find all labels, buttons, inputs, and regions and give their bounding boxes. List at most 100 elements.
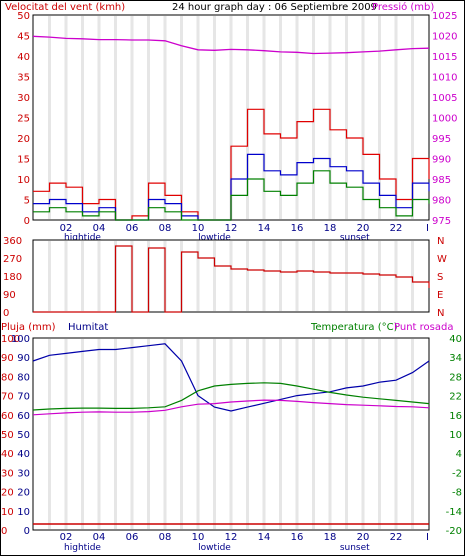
wind-series-0 (33, 108, 430, 221)
temperature-y-tick: -2 (452, 468, 462, 479)
compass-tick: S (437, 272, 443, 283)
wind-x-tick: 12 (225, 223, 238, 234)
temperature-title: Temperatura (°C) (310, 322, 398, 333)
climate-x-marker: lowtide (198, 543, 231, 553)
pressure-y-tick: 1000 (432, 114, 457, 125)
wind-y-tick: 45 (17, 32, 30, 43)
humidity-line (32, 343, 430, 412)
graph-date-title: 24 hour graph day : 06 Septiembre 2009 (172, 2, 377, 13)
humidity-y-tick: 0 (24, 526, 30, 537)
climate-x-tick: 16 (291, 532, 304, 543)
rain-y-tick: 0 (1, 526, 7, 537)
humidity-y-tick: 70 (17, 392, 30, 403)
climate-x-tick: 08 (159, 532, 172, 543)
wind-x-tick: 04 (93, 223, 106, 234)
temperature-y-tick: 10 (449, 430, 462, 441)
pressure-y-tick: 1015 (432, 52, 457, 63)
humidity-y-tick: 20 (17, 488, 30, 499)
wind-y-axis: 0 5 10 15 20 25 30 35 40 45 50 (17, 11, 30, 227)
wind-x-marker: hightide (64, 233, 101, 243)
rain-y-tick: 80 (1, 372, 14, 383)
climate-series (32, 343, 430, 525)
climate-x-marker: sunset (340, 543, 370, 553)
wind-x-tick: 06 (126, 223, 139, 234)
rain-y-tick: 30 (1, 468, 14, 479)
rain-y-tick: 70 (1, 392, 14, 403)
climate-x-marker: hightide (64, 543, 101, 553)
climate-x-tick: 04 (93, 532, 106, 543)
wind-x-tick: 10 (192, 223, 205, 234)
climate-x-tick: 06 (126, 532, 139, 543)
wind-y-tick: 50 (17, 11, 30, 22)
climate-x-tick: 18 (324, 532, 337, 543)
pressure-title: Pressió (mb) (372, 1, 434, 13)
humidity-y-tick: 40 (17, 449, 30, 460)
temperature-y-tick: 4 (456, 449, 462, 460)
dewpoint-title: Punt rosada (394, 322, 453, 333)
pressure-line (32, 35, 430, 55)
wind-x-marker: lowtide (198, 233, 231, 243)
climate-x-tick: 12 (225, 532, 238, 543)
wind-x-tick: 18 (324, 223, 337, 234)
climate-x-tick: 02 (60, 532, 73, 543)
pressure-y-tick: 1010 (432, 73, 457, 84)
direction-y-tick: 180 (3, 272, 22, 283)
wind-x-tick: 16 (291, 223, 304, 234)
pressure-y-tick: 990 (432, 155, 451, 166)
temperature-line (32, 382, 430, 411)
temperature-y-tick: 16 (449, 411, 462, 422)
rain-y-tick: 40 (1, 449, 14, 460)
direction-y-tick: 0 (3, 308, 9, 319)
climate-x-tick: 14 (258, 532, 271, 543)
wind-series-2 (33, 170, 430, 221)
rain-y-tick: 100 (1, 334, 20, 345)
wind-y-tick: 30 (17, 93, 30, 104)
compass-tick: N (437, 308, 444, 319)
humidity-y-tick: 50 (17, 430, 30, 441)
wind-x-tick: 02 (60, 223, 73, 234)
wind-y-tick: 20 (17, 134, 30, 145)
direction-series (33, 245, 430, 313)
wind-y-tick: 10 (17, 175, 30, 186)
temperature-y-tick: -14 (446, 507, 462, 518)
humidity-y-tick: 30 (17, 468, 30, 479)
climate-x-tick: 20 (357, 532, 370, 543)
humidity-y-tick: 60 (17, 411, 30, 422)
pressure-y-tick: 1025 (432, 11, 457, 22)
wind-y-tick: 40 (17, 52, 30, 63)
direction-y-tick: 90 (3, 290, 16, 301)
compass-tick: N (437, 236, 444, 247)
wind-x-tick: 08 (159, 223, 172, 234)
temperature-y-tick: -20 (446, 526, 462, 537)
direction-y-tick: 360 (3, 236, 22, 247)
rain-y-tick: 20 (1, 488, 14, 499)
humidity-y-axis: 0 10 20 30 40 50 60 70 80 90 100 (11, 334, 30, 537)
climate-x-tick: 10 (192, 532, 205, 543)
rain-y-tick: 60 (1, 411, 14, 422)
compass-tick: W (437, 254, 447, 265)
temperature-y-tick: 28 (449, 372, 462, 383)
rain-y-axis: 0 10 20 30 40 50 60 70 80 90 100 (1, 334, 20, 537)
climate-x-tick: 22 (390, 532, 403, 543)
rain-y-tick: 10 (1, 507, 14, 518)
temperature-y-tick: 34 (449, 353, 462, 364)
wind-y-tick: 25 (17, 114, 30, 125)
compass-tick: E (437, 290, 443, 301)
pressure-y-tick: 995 (432, 134, 451, 145)
pressure-y-axis: 975 980 985 990 995 1000 1005 1010 1015 1020 1025 (432, 11, 457, 227)
wind-x-tick: 20 (357, 223, 370, 234)
pressure-y-tick: 975 (432, 216, 451, 227)
wind-speed-title: Velocitat del vent (kmh) (5, 2, 125, 13)
dewpoint-line (32, 399, 430, 416)
climate-grid (48, 339, 414, 529)
wind-x-tick: 14 (258, 223, 271, 234)
wind-y-tick: 35 (17, 73, 30, 84)
temperature-y-tick: -8 (452, 488, 462, 499)
